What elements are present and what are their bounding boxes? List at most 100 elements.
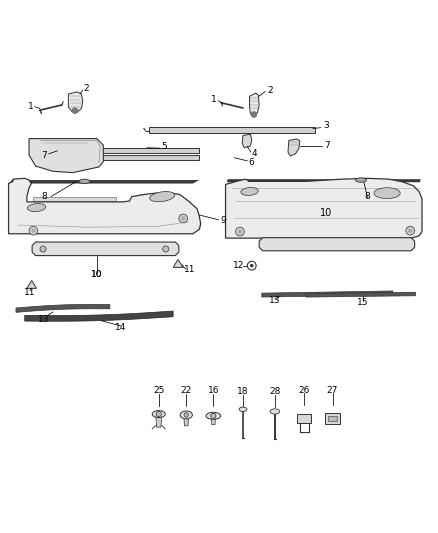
Text: 10: 10 xyxy=(91,270,102,279)
Polygon shape xyxy=(394,241,409,246)
Polygon shape xyxy=(235,127,240,133)
Polygon shape xyxy=(227,179,421,182)
Polygon shape xyxy=(325,413,340,424)
Ellipse shape xyxy=(206,413,221,419)
Text: 8: 8 xyxy=(42,192,47,201)
Ellipse shape xyxy=(152,410,165,417)
Text: 28: 28 xyxy=(269,387,281,397)
Polygon shape xyxy=(27,280,36,288)
Circle shape xyxy=(156,411,161,417)
Circle shape xyxy=(408,229,413,233)
Text: 8: 8 xyxy=(364,192,370,201)
Polygon shape xyxy=(297,127,303,133)
Circle shape xyxy=(181,216,185,221)
Text: 22: 22 xyxy=(180,386,192,395)
Polygon shape xyxy=(35,246,51,251)
Polygon shape xyxy=(184,415,189,426)
Text: 3: 3 xyxy=(323,122,329,131)
Polygon shape xyxy=(148,156,154,160)
Text: 15: 15 xyxy=(357,298,369,307)
Polygon shape xyxy=(194,156,200,160)
Polygon shape xyxy=(308,127,313,133)
Polygon shape xyxy=(250,93,259,116)
Text: 12: 12 xyxy=(233,261,244,270)
Polygon shape xyxy=(328,416,337,421)
Polygon shape xyxy=(25,311,173,321)
Circle shape xyxy=(184,413,188,417)
Ellipse shape xyxy=(180,411,192,419)
Polygon shape xyxy=(194,148,200,152)
Polygon shape xyxy=(262,291,393,297)
Polygon shape xyxy=(9,179,201,234)
Polygon shape xyxy=(125,156,131,160)
Polygon shape xyxy=(287,127,292,133)
Text: 10: 10 xyxy=(320,208,332,218)
Circle shape xyxy=(211,413,216,418)
Polygon shape xyxy=(137,156,143,160)
Polygon shape xyxy=(214,127,219,133)
Polygon shape xyxy=(242,134,252,148)
Polygon shape xyxy=(68,92,83,112)
Polygon shape xyxy=(256,127,261,133)
Polygon shape xyxy=(155,414,162,427)
Circle shape xyxy=(406,227,415,235)
Polygon shape xyxy=(33,197,117,201)
Ellipse shape xyxy=(79,179,90,183)
Ellipse shape xyxy=(374,188,400,199)
Text: 2: 2 xyxy=(83,84,88,93)
Ellipse shape xyxy=(241,188,258,196)
Polygon shape xyxy=(245,127,251,133)
Polygon shape xyxy=(113,148,120,152)
Text: 11: 11 xyxy=(24,288,36,297)
Polygon shape xyxy=(171,156,177,160)
Text: 11: 11 xyxy=(184,265,195,274)
Polygon shape xyxy=(148,148,154,152)
Polygon shape xyxy=(172,127,177,133)
Polygon shape xyxy=(137,148,143,152)
Polygon shape xyxy=(263,241,278,246)
Polygon shape xyxy=(90,155,199,160)
Polygon shape xyxy=(149,127,315,133)
Polygon shape xyxy=(226,179,422,238)
Polygon shape xyxy=(277,127,282,133)
Polygon shape xyxy=(259,238,415,251)
Ellipse shape xyxy=(239,407,247,411)
Polygon shape xyxy=(91,156,97,160)
Text: 9: 9 xyxy=(220,216,226,225)
Circle shape xyxy=(40,246,46,252)
Text: 1: 1 xyxy=(28,102,33,111)
Circle shape xyxy=(179,214,187,223)
Circle shape xyxy=(236,227,244,236)
Polygon shape xyxy=(173,260,183,268)
Text: 13: 13 xyxy=(38,315,49,324)
Text: 2: 2 xyxy=(268,86,273,95)
Polygon shape xyxy=(171,148,177,152)
Text: 10: 10 xyxy=(91,270,102,279)
Polygon shape xyxy=(159,148,166,152)
Polygon shape xyxy=(182,127,187,133)
Polygon shape xyxy=(306,292,416,297)
Polygon shape xyxy=(102,148,108,152)
Polygon shape xyxy=(158,246,173,251)
Circle shape xyxy=(250,264,254,268)
Polygon shape xyxy=(91,148,97,152)
Polygon shape xyxy=(102,156,108,160)
Text: 7: 7 xyxy=(42,151,47,160)
Polygon shape xyxy=(266,127,272,133)
Circle shape xyxy=(162,246,169,252)
Polygon shape xyxy=(10,180,199,183)
Polygon shape xyxy=(288,139,300,156)
Text: 13: 13 xyxy=(269,296,281,305)
Polygon shape xyxy=(90,148,199,153)
Polygon shape xyxy=(161,127,166,133)
Polygon shape xyxy=(193,127,198,133)
Polygon shape xyxy=(159,156,166,160)
Text: 1: 1 xyxy=(211,95,217,104)
Text: 5: 5 xyxy=(162,142,167,151)
Text: 25: 25 xyxy=(153,386,164,395)
Ellipse shape xyxy=(356,178,366,182)
Text: 14: 14 xyxy=(115,323,127,332)
Polygon shape xyxy=(125,148,131,152)
Circle shape xyxy=(29,227,38,235)
Text: 4: 4 xyxy=(251,149,257,158)
